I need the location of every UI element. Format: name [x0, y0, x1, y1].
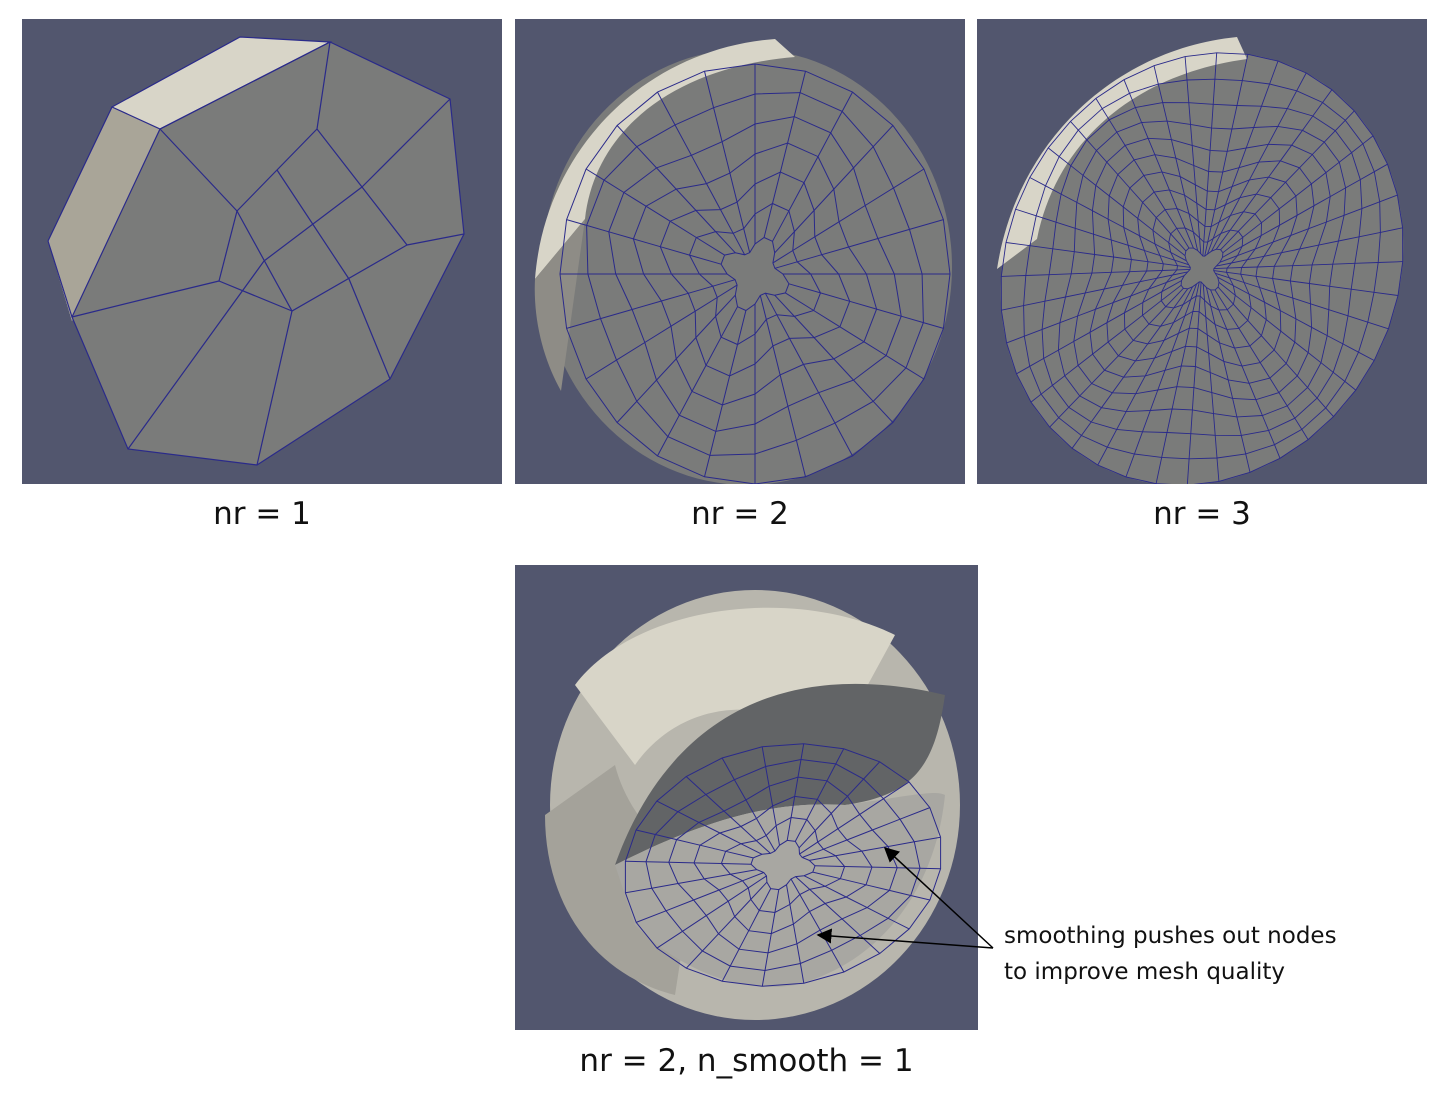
render-panel-nr3 — [977, 19, 1427, 484]
annotation-line-2: to improve mesh quality — [1004, 959, 1285, 985]
mesh-render-nr2-smooth — [545, 590, 960, 1020]
mesh-grid-nr3 — [1000, 52, 1404, 484]
panel-caption-nr1: nr = 1 — [213, 496, 311, 532]
annotation-line-1: smoothing pushes out nodes — [1004, 923, 1337, 949]
panel-caption-nr2-smooth: nr = 2, n_smooth = 1 — [579, 1043, 914, 1079]
mesh-render-nr1 — [47, 36, 465, 466]
mesh-grid-nr2 — [559, 63, 951, 484]
mesh-render-nr2 — [534, 39, 952, 484]
mesh-render-nr3 — [997, 37, 1404, 484]
render-panel-nr1 — [22, 19, 502, 484]
panel-caption-nr2: nr = 2 — [691, 496, 789, 532]
mesh-grid-nr2-smooth — [624, 743, 942, 987]
panel-caption-nr3: nr = 3 — [1153, 496, 1251, 532]
render-panel-nr2 — [515, 19, 965, 484]
smoothing-annotation: smoothing pushes out nodes to improve me… — [1004, 918, 1424, 990]
render-panel-nr2-smooth — [515, 565, 978, 1030]
